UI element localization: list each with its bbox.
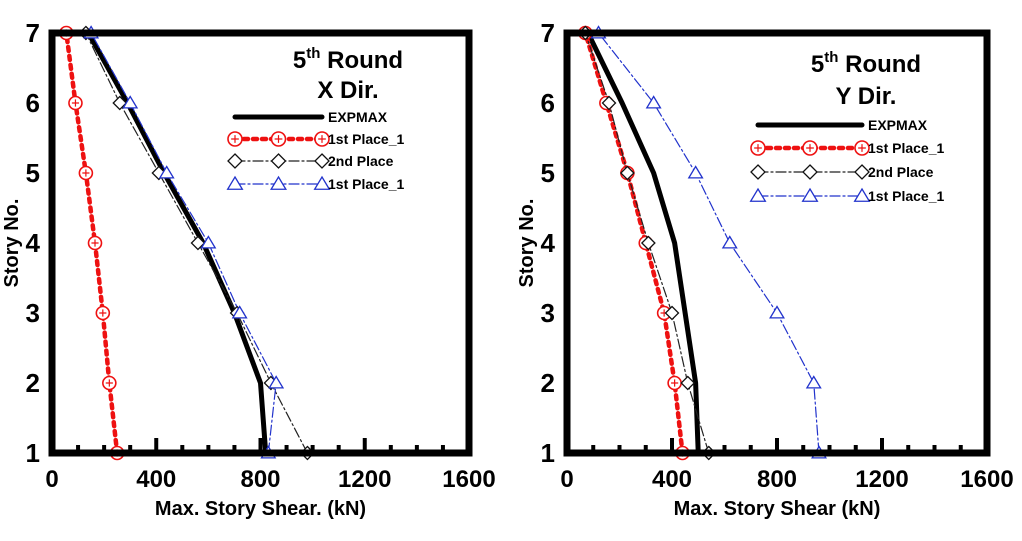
chart-title-direction: Y Dir. [836, 83, 897, 110]
diamond-marker [314, 153, 330, 169]
series-solid-black [585, 30, 701, 456]
diamond-marker [750, 164, 766, 180]
diamond-marker [619, 165, 635, 181]
x-axis-label: Max. Story Shear. (kN) [155, 498, 366, 520]
legend-label: 1st Place_1 [328, 131, 404, 147]
legend-label: 1st Place_1 [868, 188, 944, 204]
y-tick-label: 4 [26, 228, 41, 258]
circle-marker-cross [91, 239, 99, 247]
diamond-marker [680, 375, 696, 391]
diamond-marker [664, 305, 680, 321]
y-tick-label: 5 [26, 158, 40, 188]
series-line [85, 30, 269, 456]
series-line [585, 30, 701, 456]
y-tick-label: 2 [26, 368, 40, 398]
chart-panel-2: 1 2 3 4 5 6 7 0 400 800 1200 1600 Max. Story Shear (… [516, 18, 1014, 520]
y-tick-label: 3 [26, 298, 40, 328]
circle-marker-cross [274, 135, 283, 143]
triangle-marker [749, 187, 767, 202]
x-axis-label: Max. Story Shear (kN) [674, 498, 881, 520]
legend-label: EXPMAX [328, 109, 388, 125]
y-tick-label: 1 [541, 438, 555, 468]
triangle-marker [645, 95, 662, 109]
triangle-marker [270, 175, 287, 190]
triangle-marker [687, 165, 704, 179]
series-line [90, 32, 277, 454]
circle-marker-cross [671, 379, 679, 387]
y-tick-label: 2 [541, 368, 555, 398]
y-tick-label: 1 [26, 438, 40, 468]
x-tick-label: 1200 [338, 466, 391, 493]
diamond-marker [190, 235, 206, 251]
y-axis-label: Story No. [516, 199, 538, 288]
y-axis-label: Story No. [1, 199, 23, 288]
y-tick-label: 4 [541, 228, 556, 258]
circle-marker-cross [858, 144, 866, 152]
y-tick-label: 6 [26, 88, 40, 118]
y-tick-label: 6 [541, 88, 555, 118]
y-tick-label: 3 [541, 298, 555, 328]
x-tick-label: 1600 [442, 466, 495, 493]
triangle-marker [122, 95, 139, 109]
x-tick-label: 0 [45, 466, 58, 493]
circle-marker-cross [105, 379, 113, 387]
triangle-marker [268, 375, 285, 389]
chart-title-round: 5th Round [811, 49, 921, 78]
diamond-marker [802, 164, 818, 180]
circle-marker-cross [71, 99, 80, 107]
triangle-marker [226, 175, 244, 190]
x-tick-label: 1200 [855, 466, 908, 493]
diamond-marker [854, 164, 870, 180]
x-tick-label: 800 [757, 466, 797, 493]
chart-title-direction: X Dir. [317, 77, 378, 104]
circle-marker-cross [82, 169, 90, 177]
x-tick-label: 0 [560, 466, 573, 493]
diamond-marker [227, 153, 243, 169]
y-tick-label: 5 [541, 158, 555, 188]
diamond-marker [112, 95, 128, 111]
legend-label: 2nd Place [328, 153, 394, 169]
circle-marker-cross [318, 135, 326, 143]
series-blue-dashdot-triangle [590, 25, 827, 459]
x-tick-label: 800 [240, 466, 280, 493]
triangle-marker [231, 305, 248, 319]
legend-label: EXPMAX [868, 117, 928, 133]
chart-title-round: 5th Round [293, 45, 403, 74]
legend-label: 1st Place_1 [868, 140, 944, 156]
x-tick-label: 400 [652, 466, 692, 493]
circle-marker-cross [806, 144, 814, 152]
chart-panel-1: 1 2 3 4 5 6 7 0 400 800 1200 1600 Max. Story Shear. … [1, 18, 496, 520]
triangle-marker [200, 235, 217, 249]
triangle-marker [801, 187, 819, 202]
x-tick-label: 1600 [960, 466, 1013, 493]
legend: EXPMAX 1st Place_1 2nd Place 1st Place_1 [226, 109, 404, 192]
legend: EXPMAX 1st Place_1 2nd Place 1st Place_1 [749, 117, 944, 204]
diamond-marker [270, 153, 287, 169]
circle-marker-cross [99, 309, 107, 317]
triangle-marker [805, 375, 822, 389]
series-black-dashdot-diamond [78, 25, 315, 461]
diamond-marker [601, 95, 617, 111]
y-tick-label: 7 [541, 18, 555, 48]
triangle-marker [158, 165, 175, 179]
circle-marker-cross [754, 144, 762, 152]
triangle-marker [769, 305, 785, 319]
triangle-marker [721, 235, 738, 249]
triangle-marker [313, 175, 331, 190]
series-line [597, 32, 820, 454]
legend-label: 1st Place_1 [328, 176, 404, 192]
plot-frame [48, 29, 473, 457]
y-tick-label: 7 [26, 18, 40, 48]
legend-label: 2nd Place [868, 164, 934, 180]
plot-frame [563, 29, 991, 457]
x-tick-label: 400 [136, 466, 176, 493]
diamond-marker [640, 235, 656, 251]
series-line [583, 30, 685, 456]
triangle-marker [853, 187, 871, 202]
series-solid-black [85, 30, 269, 456]
circle-marker-cross [231, 135, 239, 143]
